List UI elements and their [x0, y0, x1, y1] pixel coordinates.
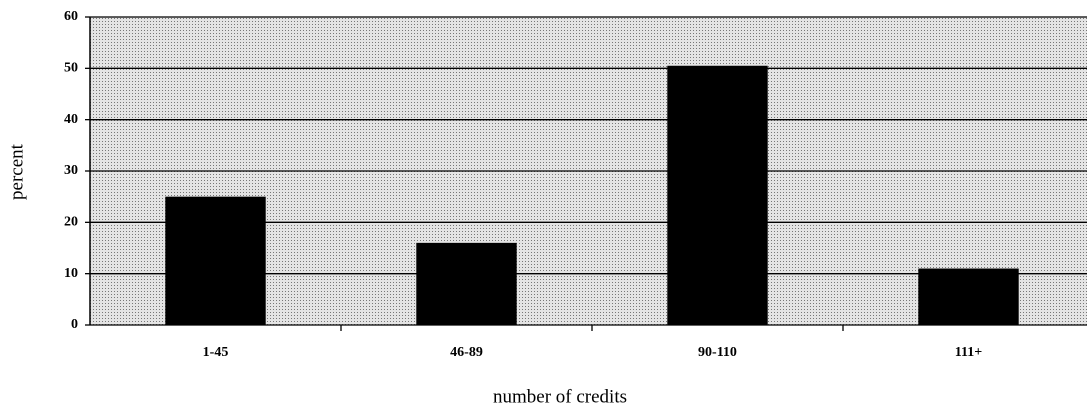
y-tick-label: 60: [64, 9, 78, 24]
y-axis-title: percent: [6, 143, 27, 200]
bar: [918, 268, 1019, 325]
x-axis-title: number of credits: [493, 386, 627, 407]
y-tick-label: 0: [71, 317, 78, 332]
y-tick-label: 50: [64, 61, 78, 76]
bar: [667, 65, 768, 326]
bar: [416, 242, 517, 325]
x-tick-label: 1-45: [203, 345, 229, 360]
y-tick-label: 40: [64, 112, 78, 127]
y-tick-label: 20: [64, 215, 78, 230]
bar: [165, 196, 266, 325]
y-tick-label: 10: [64, 266, 78, 281]
x-tick-label: 46-89: [450, 345, 483, 360]
x-tick-label: 111+: [955, 345, 982, 360]
y-tick-label: 30: [64, 163, 78, 178]
x-tick-label: 90-110: [698, 345, 737, 360]
